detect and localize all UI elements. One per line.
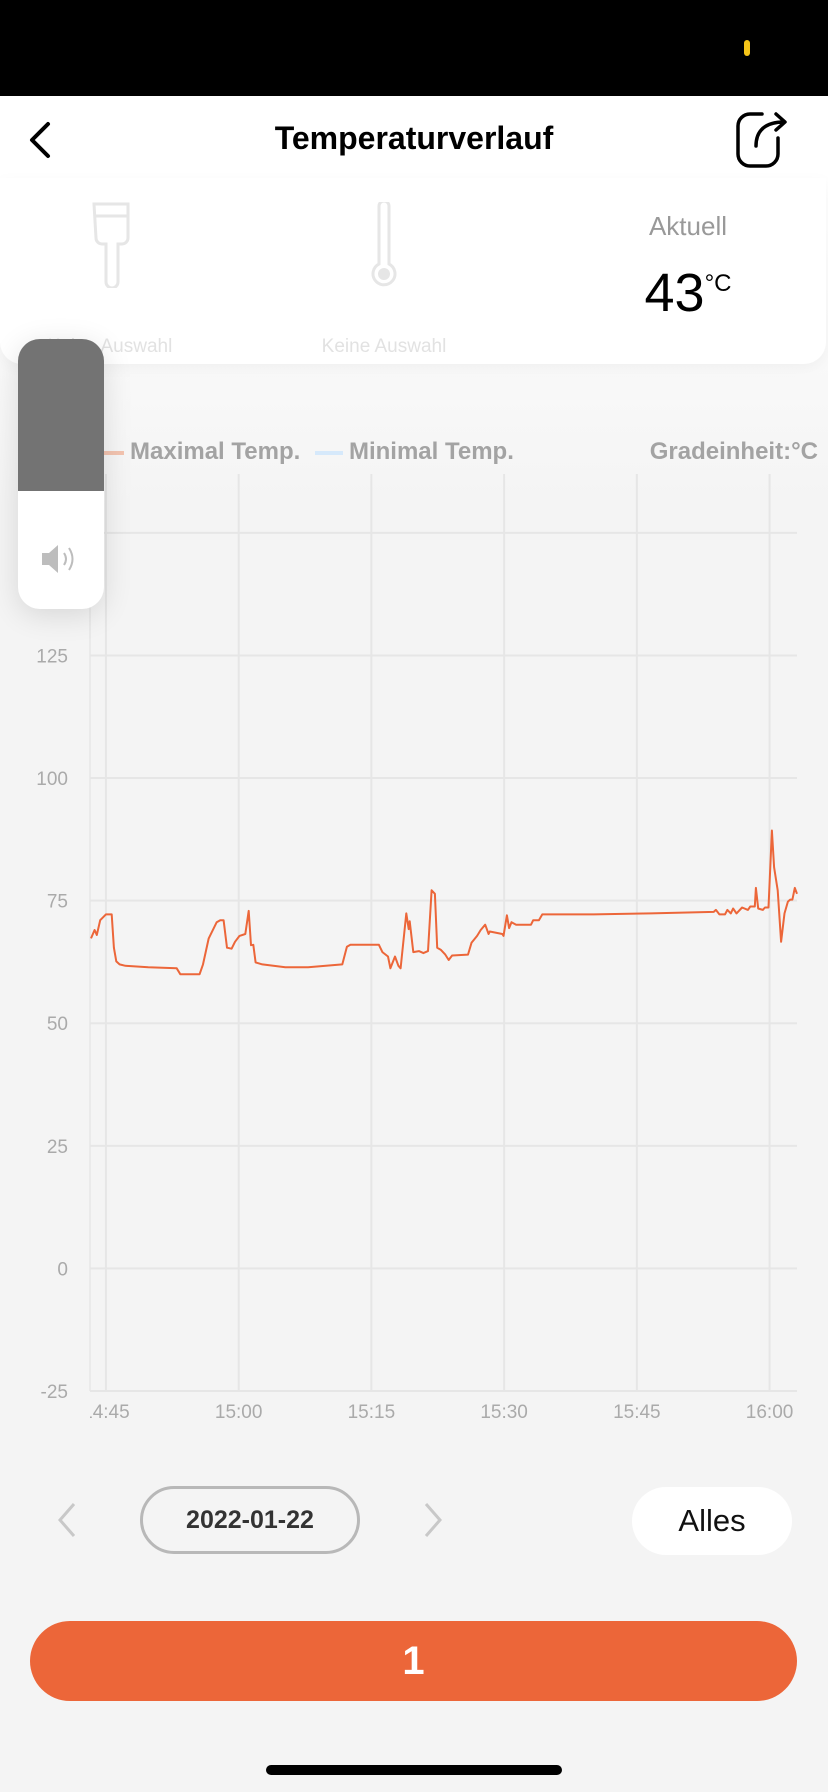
y-tick-label: 50 [47, 1014, 68, 1035]
recording-indicator [744, 40, 750, 56]
action-button[interactable]: 1 [30, 1621, 797, 1701]
chevron-right-icon [424, 1503, 442, 1537]
status-bar [0, 0, 828, 96]
date-selector[interactable]: 2022-01-22 [140, 1486, 360, 1554]
y-tick-label: 100 [36, 769, 68, 790]
chevron-left-icon [58, 1503, 76, 1537]
volume-hud[interactable] [18, 339, 104, 609]
brush-icon [92, 202, 130, 288]
legend-min-swatch [314, 450, 343, 455]
x-tick-label: 16:00 [746, 1402, 794, 1423]
volume-level-fill [18, 339, 104, 491]
x-tick-label: 15:45 [613, 1402, 661, 1423]
y-tick-label: -25 [41, 1382, 68, 1403]
current-value: 43 [644, 263, 705, 323]
current-temperature: 43°C [588, 262, 788, 324]
x-tick-label: 14:45 [82, 1402, 130, 1423]
back-button[interactable] [22, 118, 62, 162]
legend-min-label: Minimal Temp. [348, 438, 514, 465]
share-button[interactable] [732, 110, 792, 170]
chart-legend: Maximal Temp. Minimal Temp. [96, 438, 514, 466]
next-date-button[interactable] [418, 1500, 448, 1540]
legend-max-label: Maximal Temp. [130, 438, 301, 465]
current-label: Aktuell [648, 211, 728, 241]
series-line-max-temp [90, 829, 798, 976]
share-icon [736, 112, 787, 168]
y-tick-label: 75 [47, 892, 68, 913]
unit-label: Gradeinheit:°C [649, 438, 818, 465]
thermometer-icon [371, 202, 397, 287]
header [0, 96, 828, 186]
x-tick-label: 15:30 [480, 1402, 528, 1423]
prev-date-button[interactable] [52, 1500, 82, 1540]
page-title: Temperaturverlauf [274, 120, 554, 156]
y-tick-label: 125 [36, 646, 68, 667]
x-tick-label: 15:00 [215, 1402, 263, 1423]
x-tick-label: 15:15 [348, 1402, 396, 1423]
legend-max-swatch [96, 450, 124, 455]
y-tick-label: 25 [47, 1137, 68, 1158]
speaker-icon [42, 545, 74, 573]
probe-label: Keine Auswahl [321, 336, 447, 357]
y-tick-label: 0 [57, 1259, 68, 1280]
current-unit: °C [704, 270, 732, 297]
chevron-left-icon [30, 122, 50, 158]
range-all-button[interactable]: Alles [632, 1487, 792, 1555]
home-indicator[interactable] [266, 1765, 562, 1775]
